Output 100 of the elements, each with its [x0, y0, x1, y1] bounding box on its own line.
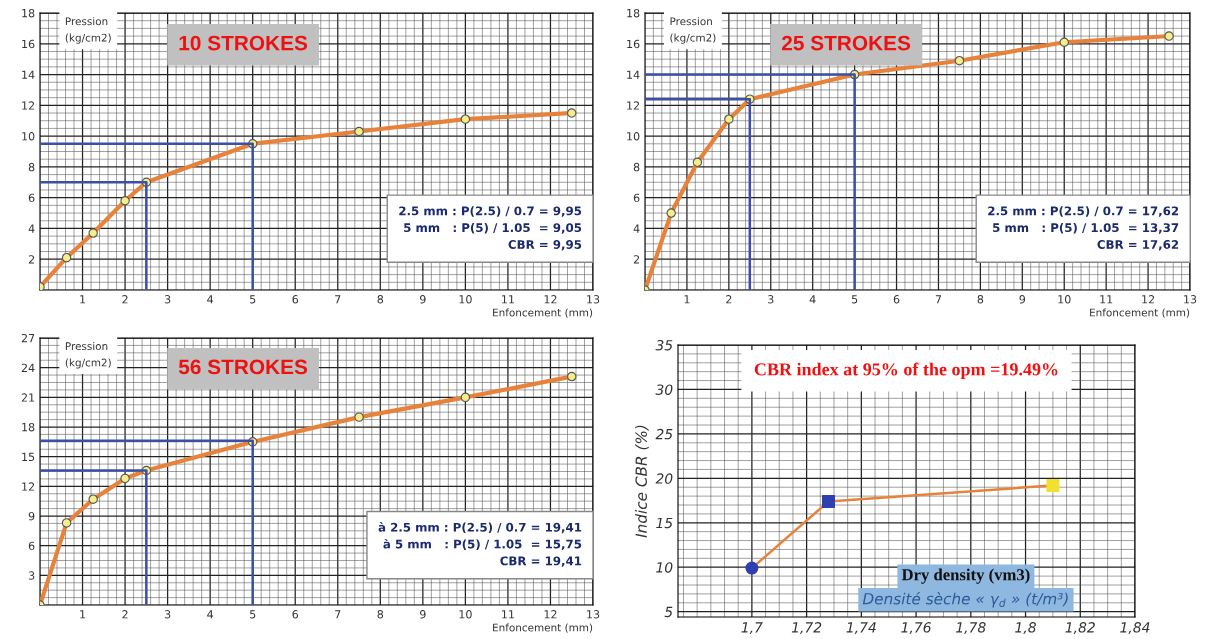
x-tick-label: 1,7 [741, 622, 763, 635]
y-tick-label: 6 [633, 193, 640, 203]
y-tick-label: 6 [28, 541, 35, 551]
y-tick-label: 30 [655, 384, 673, 395]
x-tick-label: 4 [207, 295, 214, 304]
annotation: CBR = 17,62 [1097, 240, 1179, 251]
x-tick-label: 3 [164, 295, 171, 304]
x-tick-label: 12 [544, 295, 557, 304]
y-tick-label: 16 [627, 39, 640, 49]
x-axis-title: Enfoncement (mm) [1090, 308, 1190, 318]
y-tick-label: 3 [28, 571, 35, 580]
point [745, 561, 759, 575]
x-tick-label: 3 [164, 610, 171, 619]
x-tick-label: 13 [1184, 295, 1197, 304]
text: CBR index at 95% of the opm =19.49% [754, 362, 1058, 380]
x-tick-label: 10 [459, 610, 472, 619]
y-tick-label: 12 [22, 101, 35, 110]
x-tick-label: 10 [459, 295, 472, 304]
annotation: 2.5 mm : P(2.5) / 0.7 = 17,62 [988, 206, 1179, 217]
x-tick-label: 5 [250, 610, 256, 619]
x-tick-label: 13 [587, 610, 600, 619]
y-tick-label: 35 [655, 339, 673, 351]
annotation: Dry density (vm3) [901, 568, 1030, 584]
y-tick-label: 14 [627, 70, 640, 79]
y-axis-title: Pression (kg/cm2) [65, 342, 111, 369]
annotation: à 5 mm : P(5) / 1.05 = 15,75 [383, 538, 582, 551]
y-tick-label: 2 [633, 255, 640, 264]
x-tick-label: 7 [935, 295, 942, 304]
x-tick-label: 1,76 [901, 622, 931, 635]
y-tick-label: 10 [22, 132, 35, 141]
text: 25 STROKES [781, 35, 911, 51]
x-tick-label: 4 [207, 610, 214, 619]
x-tick-label: 9 [420, 610, 426, 619]
x-tick-label: 8 [377, 295, 384, 304]
point [822, 494, 836, 508]
x-tick-label: 2 [122, 295, 128, 304]
x-tick-label: 8 [977, 295, 984, 304]
x-tick-label: 7 [335, 295, 341, 304]
x-tick-label: 1 [684, 295, 690, 304]
y-tick-label: 24 [21, 363, 35, 372]
text: 56 STROKES [178, 359, 308, 375]
y-tick-label: 10 [656, 562, 673, 573]
y-tick-label: 8 [28, 162, 35, 172]
x-tick-label: 3 [768, 295, 774, 304]
x-tick-label: 9 [1019, 295, 1026, 304]
x-axis-title: Enfoncement (mm) [493, 623, 593, 633]
x-tick-label: 2 [726, 295, 732, 304]
y-tick-label: 9 [28, 511, 35, 521]
annotation: à 2.5 mm : P(2.5) / 0.7 = 19,41 [378, 522, 582, 534]
y-axis-title: Indice CBR (%) [635, 425, 649, 538]
x-tick-label: 11 [1100, 295, 1113, 304]
y-tick-label: 27 [21, 333, 35, 343]
x-tick-label: 6 [292, 610, 299, 619]
annotation: 5 mm : P(5) / 1.05 = 9,05 [404, 223, 582, 234]
annotation: CBR = 19,41 [500, 556, 582, 567]
y-tick-label: 18 [627, 8, 640, 18]
x-tick-label: 1 [80, 295, 86, 304]
y-tick-label: 2 [28, 255, 35, 264]
x-tick-label: 1,74 [846, 622, 876, 635]
x-tick-label: 5 [851, 295, 858, 304]
x-tick-label: 8 [377, 610, 384, 619]
y-tick-label: 8 [633, 162, 640, 172]
x-tick-label: 7 [335, 610, 341, 619]
y-tick-label: 6 [28, 193, 35, 203]
y-tick-label: 20 [655, 473, 673, 484]
y-tick-label: 4 [28, 224, 35, 233]
y-tick-label: 4 [633, 224, 640, 233]
annotation: 2.5 mm : P(2.5) / 0.7 = 9,95 [399, 206, 582, 217]
x-tick-label: 1,8 [1015, 622, 1036, 635]
x-tick-label: 6 [893, 295, 900, 304]
x-tick-label: 6 [292, 295, 299, 304]
y-tick-label: 16 [22, 39, 35, 49]
x-tick-label: 2 [122, 610, 128, 619]
x-tick-label: 4 [809, 295, 816, 304]
annotation: 5 mm : P(5) / 1.05 = 13,37 [993, 223, 1179, 234]
y-tick-label: 15 [22, 452, 35, 462]
y-tick-label: 10 [627, 132, 640, 141]
text: 10 STROKES [179, 35, 308, 51]
x-tick-label: 1 [80, 610, 86, 619]
y-tick-label: 21 [21, 393, 35, 402]
x-tick-label: 1,84 [1120, 622, 1150, 635]
point [1046, 478, 1060, 492]
y-tick-label: 14 [22, 70, 35, 79]
x-tick-label: 5 [250, 295, 256, 304]
x-tick-label: 12 [1142, 295, 1155, 304]
y-tick-label: 25 [655, 428, 673, 440]
x-tick-label: 12 [544, 610, 557, 619]
y-tick-label: 12 [22, 482, 35, 491]
x-tick-label: 1,82 [1065, 622, 1095, 635]
x-axis-title: Densité sèche « γ$_{d}$ » (t/m³) [862, 592, 1068, 608]
y-axis-title: Pression (kg/cm2) [65, 17, 111, 44]
x-tick-label: 1,78 [956, 622, 986, 635]
x-tick-label: 11 [502, 610, 514, 619]
y-axis-title: Pression (kg/cm2) [670, 17, 716, 44]
x-tick-label: 1,72 [791, 622, 822, 635]
y-tick-label: 18 [22, 422, 35, 432]
x-axis-title: Enfoncement (mm) [493, 308, 593, 318]
y-tick-label: 12 [627, 101, 640, 110]
annotation: CBR = 9,95 [508, 240, 582, 251]
x-tick-label: 13 [587, 295, 600, 304]
